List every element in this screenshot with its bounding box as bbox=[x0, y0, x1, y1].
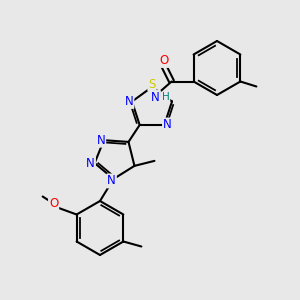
Text: O: O bbox=[159, 54, 168, 67]
Text: N: N bbox=[107, 174, 116, 188]
Text: S: S bbox=[148, 77, 156, 91]
Text: H: H bbox=[162, 92, 170, 103]
Text: N: N bbox=[151, 91, 160, 104]
Text: N: N bbox=[125, 95, 134, 108]
Text: N: N bbox=[86, 157, 95, 169]
Text: O: O bbox=[49, 197, 58, 210]
Text: N: N bbox=[97, 134, 105, 147]
Text: N: N bbox=[163, 118, 172, 131]
